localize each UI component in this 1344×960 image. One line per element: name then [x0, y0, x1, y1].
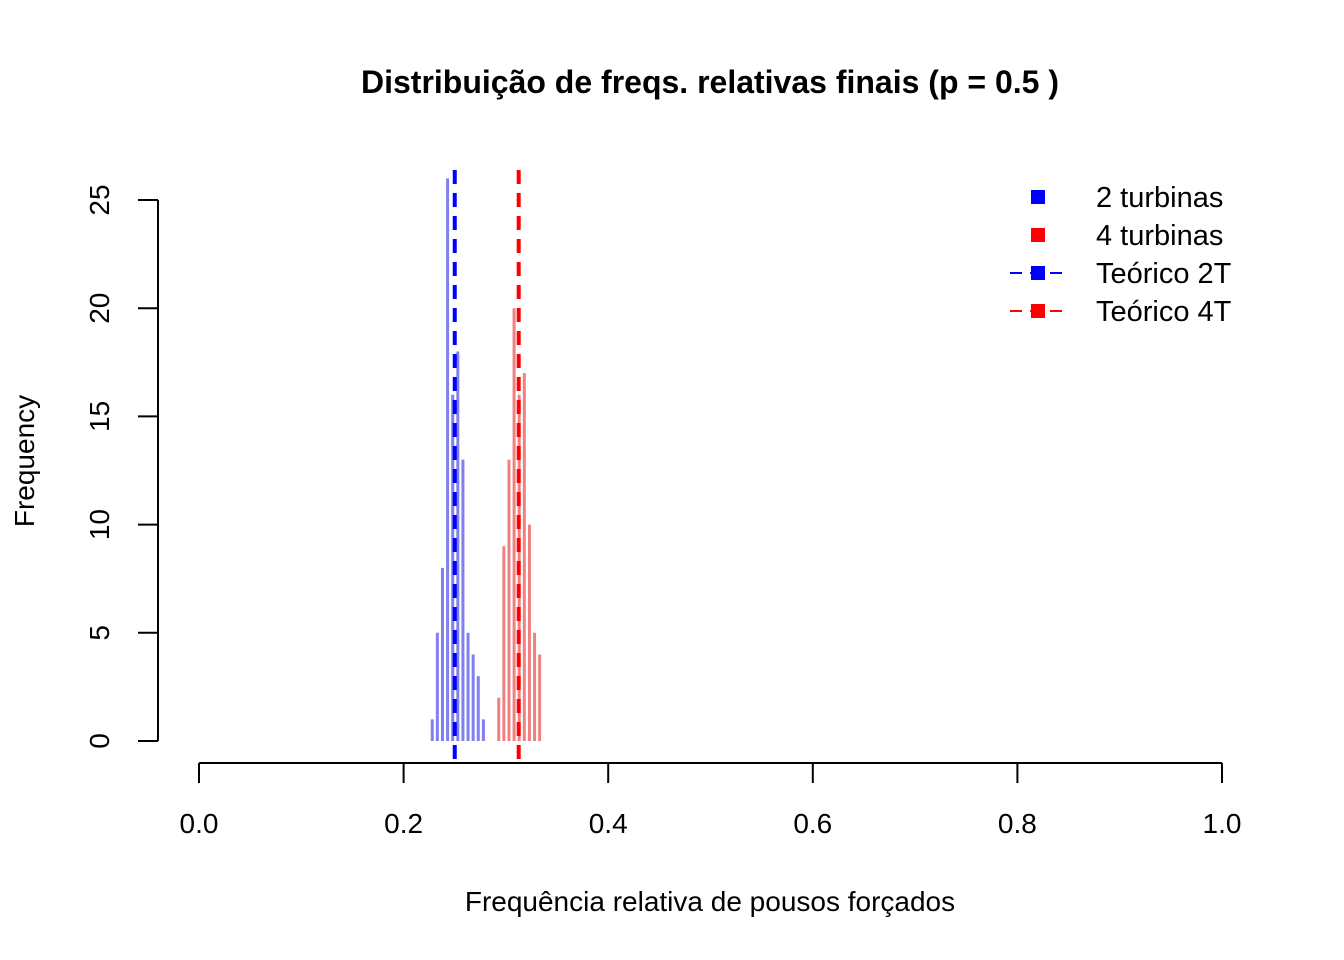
legend-label: Teórico 2T — [1096, 258, 1232, 290]
legend-item-1: 2 turbinas — [1031, 182, 1223, 214]
y-tick-label: 10 — [84, 509, 115, 540]
legend-square-swatch — [1031, 190, 1045, 204]
reference-lines-group — [452, 170, 521, 763]
x-tick-label: 0.2 — [384, 808, 423, 839]
bars-group — [430, 178, 542, 741]
y-tick-label: 20 — [84, 293, 115, 324]
chart-title: Distribuição de freqs. relativas finais … — [361, 64, 1059, 100]
y-tick-label: 15 — [84, 401, 115, 432]
y-tick-label: 25 — [84, 184, 115, 215]
x-ticks-group: 0.0 0.2 0.4 0.6 0.8 1.0 — [180, 763, 1242, 839]
x-tick-label: 0.4 — [589, 808, 628, 839]
x-axis-title: Frequência relativa de pousos forçados — [465, 886, 955, 917]
y-axis-title: Frequency — [9, 395, 40, 527]
legend: 2 turbinas 4 turbinas Teórico 2T Teórico 4T — [1010, 182, 1232, 328]
y-axis: 0 5 10 15 20 25 — [84, 184, 159, 749]
y-ticks-group: 0 5 10 15 20 25 — [84, 184, 158, 749]
x-tick-label: 0.6 — [793, 808, 832, 839]
y-tick-label: 5 — [84, 625, 115, 641]
legend-label: Teórico 4T — [1096, 296, 1232, 328]
legend-square-swatch — [1031, 228, 1045, 242]
x-tick-label: 1.0 — [1203, 808, 1242, 839]
x-tick-label: 0.8 — [998, 808, 1037, 839]
legend-label: 2 turbinas — [1096, 182, 1223, 214]
legend-square-swatch — [1031, 304, 1045, 318]
y-tick-label: 0 — [84, 733, 115, 749]
x-axis: 0.0 0.2 0.4 0.6 0.8 1.0 — [180, 762, 1242, 839]
legend-item-2: 4 turbinas — [1031, 220, 1223, 252]
x-tick-label: 0.0 — [180, 808, 219, 839]
legend-item-3: Teórico 2T — [1010, 258, 1232, 290]
legend-label: 4 turbinas — [1096, 220, 1223, 252]
legend-square-swatch — [1031, 266, 1045, 280]
legend-item-4: Teórico 4T — [1010, 296, 1232, 328]
